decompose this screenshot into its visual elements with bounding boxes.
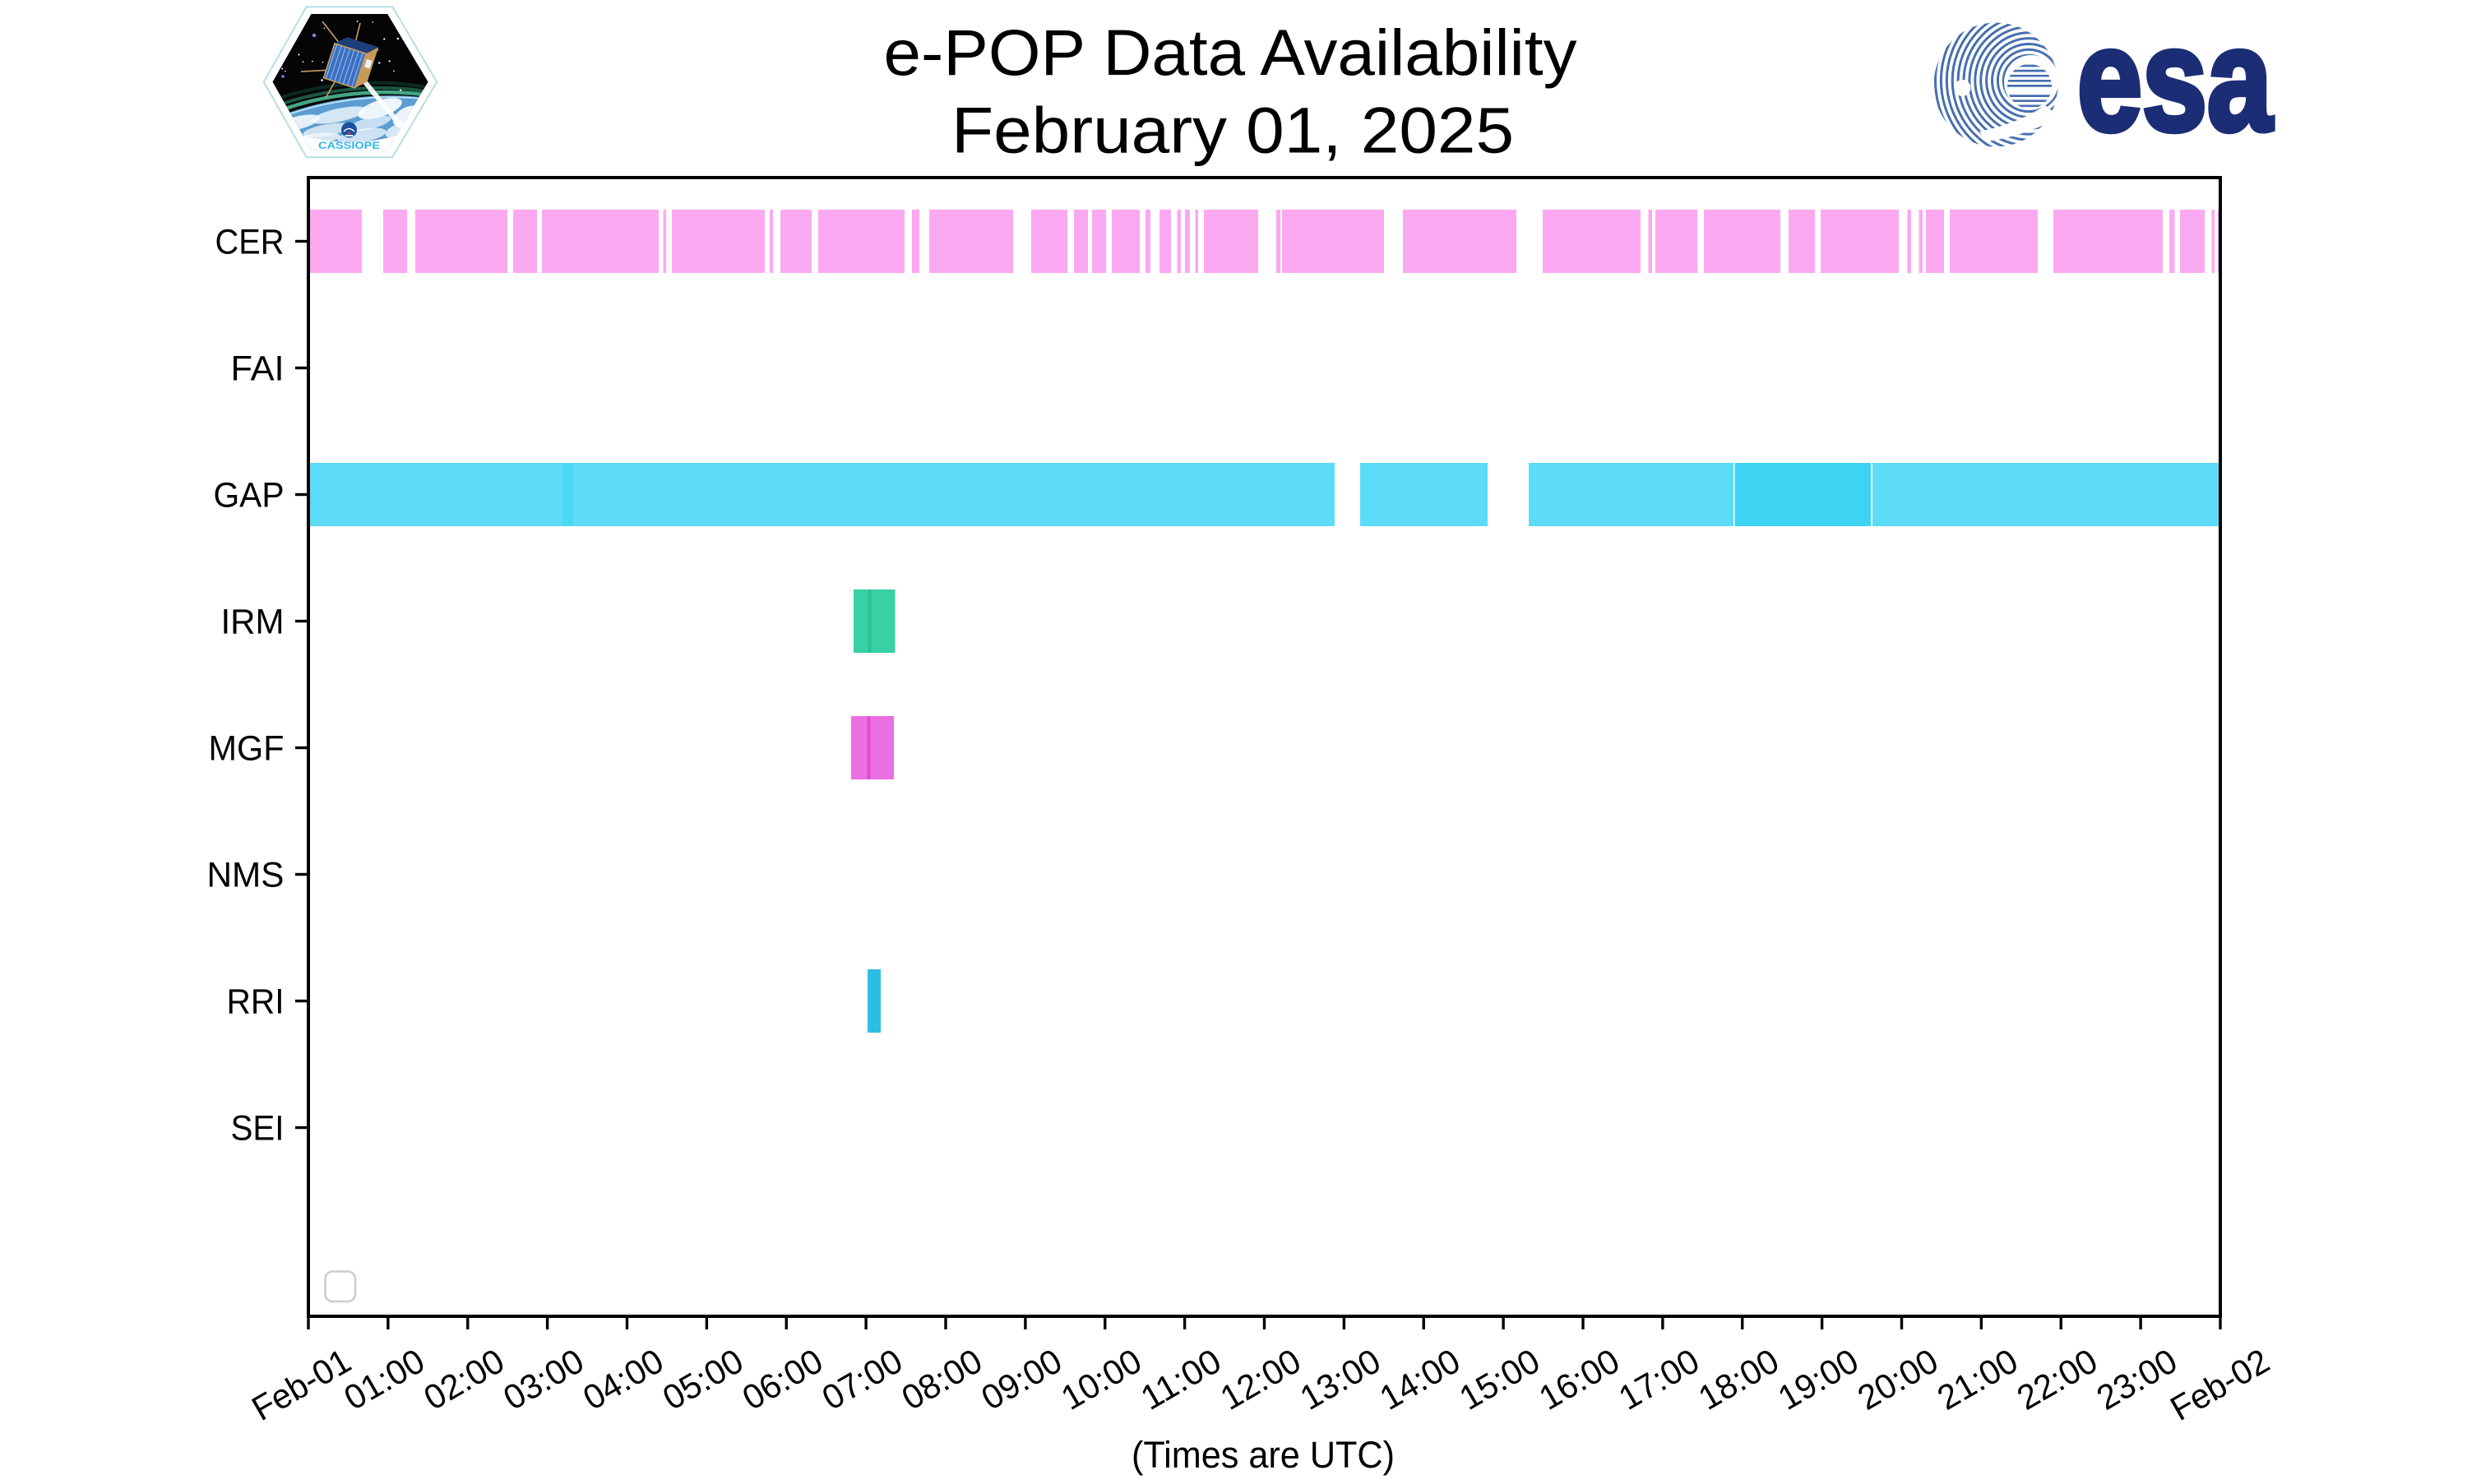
svg-text:RRI: RRI [227, 983, 285, 1022]
svg-text:NMS: NMS [207, 857, 285, 895]
svg-text:CASSIOPE: CASSIOPE [318, 141, 380, 151]
svg-text:IRM: IRM [221, 603, 285, 642]
svg-text:e-POP Data Availability: e-POP Data Availability [884, 16, 1578, 89]
svg-text:FAI: FAI [231, 350, 285, 389]
svg-text:esa: esa [2077, 0, 2274, 161]
svg-text:February 01, 2025: February 01, 2025 [951, 94, 1514, 167]
svg-text:(Times are UTC): (Times are UTC) [1132, 1434, 1395, 1476]
svg-text:GAP: GAP [214, 477, 285, 515]
svg-text:MGF: MGF [209, 730, 285, 769]
svg-text:CER: CER [215, 224, 285, 262]
svg-text:SEI: SEI [231, 1110, 285, 1149]
